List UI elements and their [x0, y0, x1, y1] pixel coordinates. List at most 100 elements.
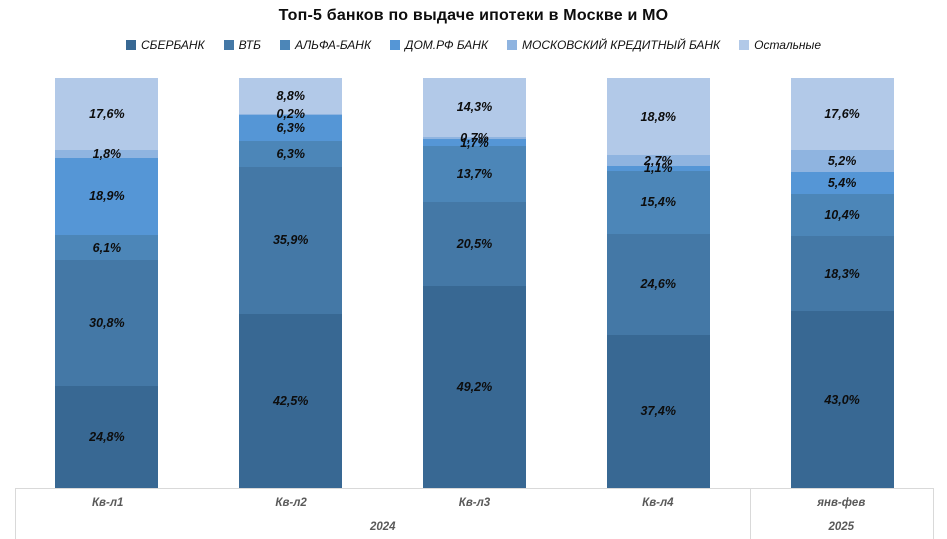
data-label: 0,2% — [276, 107, 305, 122]
data-label: 17,6% — [89, 106, 125, 121]
bar-segment: 1,7% — [422, 137, 526, 149]
data-label: 37,4% — [640, 404, 677, 419]
stacked-bar-янв-фев: 17,6% 5,2% 5,4% 10,4% 18,3% 43,0% — [790, 78, 894, 488]
data-label: 6,3% — [276, 120, 305, 135]
legend-swatch-icon — [223, 40, 234, 50]
bar-segment: 5,4% — [790, 171, 894, 194]
bar-segment: 17,6% — [790, 78, 894, 151]
legend-item-4: МОСКОВСКИЙ КРЕДИТНЫЙ БАНК — [507, 38, 720, 52]
data-label: 18,8% — [640, 109, 677, 124]
bar-segment: 35,9% — [239, 166, 343, 314]
data-label: 1,1% — [644, 161, 673, 176]
data-label: 24,6% — [640, 276, 677, 291]
bar-segment: 24,6% — [606, 233, 710, 335]
legend-swatch-icon — [125, 40, 136, 50]
data-label: 6,1% — [92, 240, 122, 255]
legend-label: АЛЬФА-БАНК — [294, 38, 372, 52]
data-label: 20,5% — [456, 237, 493, 252]
bar-segment: 37,4% — [606, 334, 710, 488]
legend-swatch-icon — [507, 40, 518, 50]
category-label-0: Кв-л1 — [91, 496, 124, 509]
bar-segment: 14,3% — [422, 78, 526, 137]
data-label: 0,7% — [460, 130, 489, 145]
bar-segment: 30,8% — [55, 260, 159, 387]
plot-area: 17,6% 1,8% 18,9% 6,1% 30,8% 24,8% 8,8% 0,2% 6,3%… — [15, 78, 934, 488]
category-label-4: янв-фев — [817, 496, 866, 509]
legend-swatch-icon — [390, 40, 401, 50]
data-label: 14,3% — [456, 100, 493, 115]
bar-segment: 1,1% — [606, 162, 710, 174]
legend-item-5: Остальные — [739, 38, 821, 52]
bar-segment: 18,8% — [606, 78, 710, 156]
bar-slot-Кв-л1: 17,6% 1,8% 18,9% 6,1% 30,8% 24,8% — [15, 78, 199, 488]
bar-segment: 6,3% — [239, 114, 343, 141]
data-label: 42,5% — [272, 393, 309, 408]
legend-label: ВТБ — [238, 38, 261, 52]
data-label: 1,7% — [460, 135, 489, 150]
stacked-bar-Кв-л4: 18,8% 2,7% 1,1% 15,4% 24,6% 37,4% — [606, 78, 710, 488]
year-group-label-2024: 2024 — [370, 521, 396, 533]
bar-segment: 43,0% — [790, 311, 894, 488]
chart-title: Топ-5 банков по выдаче ипотеки в Москве … — [278, 7, 669, 24]
bar-segment: 6,3% — [239, 140, 343, 167]
legend-item-0: СБЕРБАНК — [125, 38, 205, 52]
data-label: 24,8% — [89, 429, 125, 444]
data-label: 13,7% — [456, 167, 493, 182]
bar-segment: 17,6% — [55, 78, 159, 151]
bar-segment: 18,3% — [790, 236, 894, 312]
bar-segment: 13,7% — [422, 146, 526, 203]
bar-segment: 24,8% — [55, 386, 159, 488]
legend-label: МОСКОВСКИЙ КРЕДИТНЫЙ БАНК — [522, 38, 721, 52]
bar-slot-янв-фев: 17,6% 5,2% 5,4% 10,4% 18,3% 43,0% — [750, 78, 934, 488]
chart-legend: СБЕРБАНК ВТБ АЛЬФА-БАНК ДОМ.РФ БАНК МОСКОВСК… — [0, 38, 947, 52]
bar-segment: 10,4% — [790, 193, 894, 237]
legend-label: СБЕРБАНК — [140, 38, 205, 52]
data-label: 17,6% — [824, 106, 860, 121]
bar-slot-Кв-л4: 18,8% 2,7% 1,1% 15,4% 24,6% 37,4% — [566, 78, 750, 488]
data-label: 8,8% — [276, 88, 305, 103]
bar-segment: 0,7% — [422, 132, 526, 144]
axis-group-divider — [749, 489, 751, 539]
year-group-label-2025: 2025 — [828, 521, 855, 533]
data-label: 49,2% — [456, 379, 493, 394]
data-label: 10,4% — [824, 207, 860, 222]
bar-segment: 42,5% — [239, 313, 343, 488]
data-label: 30,8% — [89, 315, 125, 330]
category-label-1: Кв-л2 — [275, 496, 307, 509]
bar-segment: 0,2% — [239, 108, 343, 120]
stacked-bar-Кв-л2: 8,8% 0,2% 6,3% 6,3% 35,9% 42,5% — [239, 78, 343, 488]
bar-slot-Кв-л3: 14,3% 0,7% 1,7% 13,7% 20,5% 49,2% — [383, 78, 567, 488]
category-axis: Кв-л1 Кв-л2 Кв-л3 Кв-л4 янв-фев 2024 2025 — [15, 488, 934, 539]
stacked-bar-Кв-л3: 14,3% 0,7% 1,7% 13,7% 20,5% 49,2% — [422, 78, 526, 488]
data-label: 18,9% — [89, 189, 125, 204]
year-label-row: 2024 2025 — [16, 516, 933, 539]
data-label: 5,2% — [827, 153, 857, 168]
bar-segment: 20,5% — [422, 202, 526, 287]
category-label-3: Кв-л4 — [642, 496, 674, 509]
data-label: 2,7% — [644, 153, 673, 168]
category-label-row: Кв-л1 Кв-л2 Кв-л3 Кв-л4 янв-фев — [16, 489, 933, 516]
bar-segment: 6,1% — [55, 235, 159, 261]
data-label: 5,4% — [827, 175, 857, 190]
data-label: 18,3% — [824, 266, 860, 281]
data-label: 43,0% — [824, 392, 860, 407]
legend-swatch-icon — [739, 40, 750, 50]
data-label: 35,9% — [272, 232, 309, 247]
data-label: 15,4% — [640, 194, 677, 209]
stacked-bar-Кв-л1: 17,6% 1,8% 18,9% 6,1% 30,8% 24,8% — [55, 78, 159, 488]
data-label: 1,8% — [92, 146, 122, 161]
legend-label: ДОМ.РФ БАНК — [405, 38, 489, 52]
bar-segment: 15,4% — [606, 170, 710, 234]
legend-item-1: ВТБ — [223, 38, 261, 52]
bar-segment: 49,2% — [422, 286, 526, 488]
bar-segment: 2,7% — [606, 153, 710, 168]
bar-segment: 5,2% — [790, 150, 894, 172]
bar-slot-Кв-л2: 8,8% 0,2% 6,3% 6,3% 35,9% 42,5% — [199, 78, 383, 488]
data-label: 6,3% — [276, 146, 305, 161]
bar-segment: 1,8% — [55, 148, 159, 160]
bar-segment: 18,9% — [55, 157, 159, 236]
legend-label: Остальные — [754, 38, 822, 52]
legend-item-3: ДОМ.РФ БАНК — [390, 38, 488, 52]
legend-swatch-icon — [279, 40, 290, 50]
